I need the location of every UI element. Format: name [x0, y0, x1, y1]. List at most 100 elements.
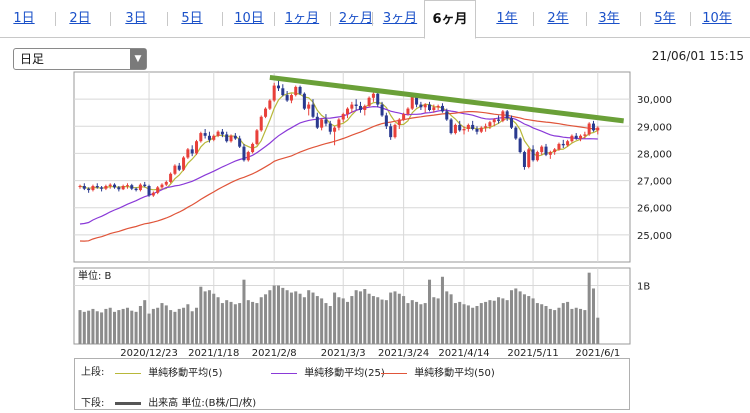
volume-bar — [587, 272, 591, 344]
candle-body — [548, 152, 552, 155]
candle-body — [367, 97, 371, 106]
candle-body — [371, 93, 375, 98]
candle-body — [130, 185, 134, 189]
tab-separator — [55, 12, 56, 26]
legend-upper-label: 上段: — [81, 367, 105, 378]
volume-bar — [449, 294, 453, 344]
volume-bar — [251, 301, 255, 344]
volume-bar — [557, 307, 561, 344]
candle-body — [380, 104, 384, 116]
volume-bar — [358, 291, 362, 344]
volume-bar — [384, 300, 388, 344]
candle-body — [527, 149, 531, 167]
volume-bar — [95, 311, 99, 344]
candle-body — [87, 188, 91, 191]
candle-body — [561, 143, 565, 146]
period-select[interactable]: 日足 ▼ — [13, 48, 147, 70]
volume-bar — [259, 297, 263, 344]
price-tick-label: 28,000 — [637, 149, 672, 160]
candle-body — [471, 124, 475, 129]
candle-body — [501, 111, 505, 121]
volume-bar — [104, 308, 108, 344]
tab-separator — [110, 12, 111, 26]
candle-body — [557, 143, 561, 150]
candle-body — [440, 105, 444, 112]
volume-bar — [371, 296, 375, 344]
volume-bar — [311, 292, 315, 344]
volume-bar — [264, 294, 268, 344]
volume-bar — [207, 290, 211, 344]
candle-body — [238, 138, 242, 147]
candle-body — [143, 184, 147, 186]
tab-5[interactable]: 1ヶ月 — [284, 11, 320, 26]
tab-3[interactable]: 5日 — [181, 11, 203, 26]
volume-bar — [583, 310, 587, 344]
candle-body — [574, 135, 578, 139]
volume-bar — [531, 298, 535, 344]
volume-bar — [497, 297, 501, 344]
volume-bar — [514, 288, 518, 344]
x-tick-label: 2021/3/24 — [378, 348, 429, 359]
tab-separator — [640, 12, 641, 26]
tab-10[interactable]: 2年 — [547, 11, 569, 26]
candle-body — [531, 149, 535, 161]
tab-8[interactable]: 6ヶ月 — [424, 0, 476, 39]
x-tick-label: 2021/5/11 — [507, 348, 558, 359]
volume-bar — [156, 307, 160, 344]
volume-bar — [389, 292, 393, 344]
volume-bar — [406, 303, 410, 344]
legend-ma25-label: 単純移動平均(25) — [304, 368, 385, 379]
candle-body — [540, 146, 544, 153]
tab-1[interactable]: 2日 — [69, 11, 91, 26]
tab-6[interactable]: 2ヶ月 — [338, 11, 374, 26]
volume-bar — [509, 290, 514, 344]
volume-bar — [199, 286, 203, 344]
tab-4[interactable]: 10日 — [234, 11, 264, 26]
candle-body — [95, 186, 99, 188]
volume-bar — [591, 288, 595, 344]
volume-bar — [540, 304, 544, 344]
volume-bar — [138, 306, 142, 344]
candle-body — [384, 115, 388, 127]
volume-bar — [182, 307, 186, 344]
chevron-down-icon[interactable]: ▼ — [130, 49, 146, 69]
candle-body — [350, 104, 354, 109]
volume-bar — [255, 303, 259, 344]
volume-bar — [428, 279, 432, 344]
candle-body — [113, 184, 117, 188]
candle-body — [91, 186, 95, 191]
volume-bar — [302, 297, 306, 344]
volume-bar — [466, 305, 470, 344]
candle-body — [233, 135, 237, 139]
price-tick-label: 26,000 — [637, 204, 672, 215]
candle-body — [177, 165, 181, 170]
tab-0[interactable]: 1日 — [13, 11, 35, 26]
volume-bar — [341, 298, 345, 344]
tab-13[interactable]: 10年 — [702, 11, 732, 26]
volume-tick-label: 1B — [637, 282, 650, 293]
candle-body — [156, 187, 160, 193]
candle-body — [216, 131, 220, 136]
candle-body — [479, 127, 483, 132]
candle-body — [566, 141, 570, 146]
tab-2[interactable]: 3日 — [125, 11, 147, 26]
candle-body — [294, 86, 298, 96]
volume-bar — [108, 307, 112, 344]
volume-bar — [367, 293, 371, 344]
tab-separator — [167, 12, 168, 26]
volume-bar — [151, 308, 155, 344]
tab-separator — [274, 12, 275, 26]
volume-bar — [518, 291, 522, 344]
tab-12[interactable]: 5年 — [654, 11, 676, 26]
tab-11[interactable]: 3年 — [598, 11, 620, 26]
candle-body — [259, 116, 263, 131]
tab-7[interactable]: 3ヶ月 — [382, 11, 418, 26]
legend-ma50: 単純移動平均(50) — [375, 364, 495, 379]
candle-body — [134, 188, 138, 191]
tab-9[interactable]: 1年 — [496, 11, 518, 26]
volume-bar — [289, 292, 293, 344]
candle-body — [229, 135, 233, 142]
candle-body — [497, 119, 501, 121]
candle-body — [268, 100, 272, 109]
volume-bar — [492, 300, 496, 344]
